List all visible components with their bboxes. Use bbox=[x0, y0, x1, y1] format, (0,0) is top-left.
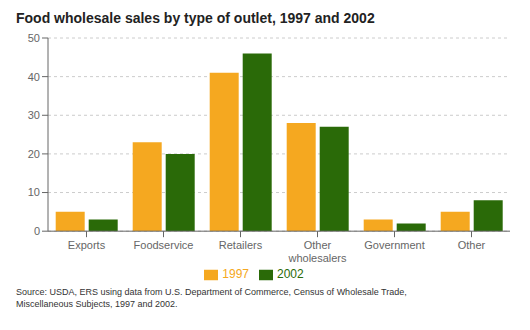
svg-text:10: 10 bbox=[28, 186, 40, 198]
html-text:Source: USDA, ERS using data f: Source: USDA, ERS using data from U.S. D… bbox=[16, 287, 407, 309]
svg-text:30: 30 bbox=[28, 109, 40, 121]
svg-text:Other: Other bbox=[458, 239, 486, 251]
svg-text:Foodservice: Foodservice bbox=[134, 239, 194, 251]
svg-text:Otherwholesalers: Otherwholesalers bbox=[287, 239, 347, 264]
svg-text:Government: Government bbox=[364, 239, 425, 251]
html-text:2002: 2002 bbox=[277, 267, 304, 282]
svg-text:20: 20 bbox=[28, 148, 40, 160]
svg-text:Retailers: Retailers bbox=[219, 239, 263, 251]
html-text:1997: 1997 bbox=[222, 267, 249, 282]
svg-text:50: 50 bbox=[28, 32, 40, 44]
svg-text:0: 0 bbox=[34, 225, 40, 237]
html-text:Food wholesale sales by type o: Food wholesale sales by type of outlet, … bbox=[16, 10, 375, 26]
svg-text:40: 40 bbox=[28, 71, 40, 83]
svg-text:Exports: Exports bbox=[68, 239, 106, 251]
